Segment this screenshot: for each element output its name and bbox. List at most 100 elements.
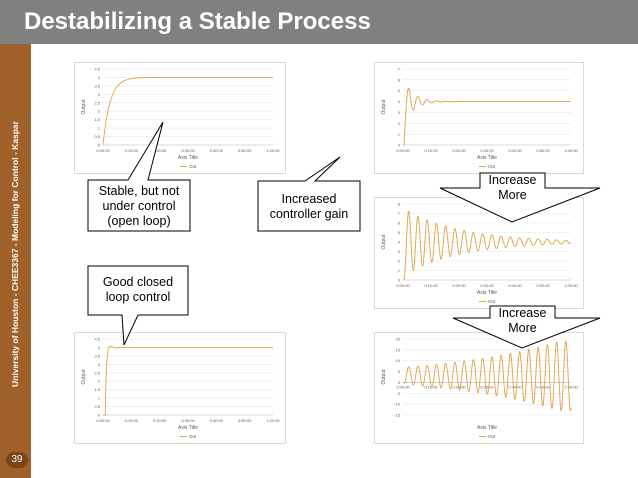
y-tick-label: 2.5 bbox=[94, 100, 100, 105]
callout-stable-line: (open loop) bbox=[107, 214, 171, 228]
chart-closed-loop-svg: 0 0.5 1 1.5 2 2.5 3 3.5 4 4.5 0:00:00 0:10:00 0:20:0… bbox=[81, 337, 280, 440]
callout-gain-line: Increased bbox=[281, 192, 337, 206]
callout-more1-arrow bbox=[439, 172, 601, 223]
y-tick-label: 1.5 bbox=[94, 117, 100, 122]
callout-closed-box bbox=[87, 265, 189, 346]
x-tick-label: 0:40:00 bbox=[508, 283, 522, 288]
x-tick-label: 0:00:00 bbox=[396, 148, 410, 153]
y-tick-label: 4 bbox=[98, 345, 101, 350]
y-tick-label: 0 bbox=[398, 143, 401, 148]
slide-title: Destabilizing a Stable Process bbox=[24, 8, 371, 35]
x-tick-label: 0:40:00 bbox=[210, 148, 224, 153]
y-axis-title: Output bbox=[381, 369, 387, 385]
chart-open-loop-svg: 0 0.5 1 1.5 2 2.5 3 3.5 4 4.5 0:00:00 0:10:00 0:20:0… bbox=[81, 67, 280, 170]
x-tick-label: 0:20:00 bbox=[452, 384, 466, 389]
x-tick-label: 0:30:00 bbox=[480, 384, 494, 389]
x-tick-label: 0:40:00 bbox=[508, 384, 522, 389]
chart-increased-gain: 0 1 2 3 4 5 6 7 0:00:00 0:10:00 0:20:00 0:30:00 0:40… bbox=[374, 62, 584, 174]
callout-more1-line: More bbox=[498, 188, 527, 202]
y-tick-label: 2.5 bbox=[94, 370, 100, 375]
x-axis-title: Axis Title bbox=[178, 155, 198, 161]
callout-stable-text: Stable, but not under control (open loop… bbox=[88, 184, 190, 229]
x-axis-title: Axis Title bbox=[178, 425, 198, 431]
x-tick-label: 0:20:00 bbox=[153, 148, 167, 153]
y-tick-label: 6 bbox=[398, 221, 401, 226]
callout-gain-line: controller gain bbox=[269, 207, 349, 221]
x-tick-label: 1:00:00 bbox=[266, 148, 280, 153]
x-tick-label: 0:40:00 bbox=[210, 418, 224, 423]
y-tick-label: 0.5 bbox=[94, 404, 100, 409]
x-tick-label: 1:00:00 bbox=[266, 418, 280, 423]
page-number: 39 bbox=[6, 452, 28, 468]
y-axis-title: Output bbox=[381, 234, 387, 250]
x-axis-title: Axis Title bbox=[477, 425, 497, 431]
x-tick-label: 0:50:00 bbox=[238, 148, 252, 153]
x-tick-label: 0:00:00 bbox=[396, 384, 410, 389]
chart-open-loop: 0 0.5 1 1.5 2 2.5 3 3.5 4 4.5 0:00:00 0:10:00 0:20:0… bbox=[74, 62, 286, 174]
y-tick-label: 0 bbox=[98, 143, 101, 148]
y-tick-label: 1.5 bbox=[94, 387, 100, 392]
y-axis-title: Output bbox=[81, 369, 87, 385]
y-tick-label: 1 bbox=[98, 396, 101, 401]
y-tick-label: 4 bbox=[98, 75, 101, 80]
series-line bbox=[403, 210, 572, 281]
series-line bbox=[403, 340, 572, 412]
x-axis-title: Axis Title bbox=[477, 290, 497, 296]
x-tick-label: 0:30:00 bbox=[181, 418, 195, 423]
callout-stable-line: Stable, but not bbox=[98, 184, 180, 198]
x-tick-label: 0:50:00 bbox=[536, 148, 550, 153]
x-tick-label: 0:20:00 bbox=[452, 283, 466, 288]
legend-label: Out bbox=[488, 434, 496, 439]
callout-gain-text: Increased controller gain bbox=[258, 192, 360, 222]
y-tick-label: 8 bbox=[398, 202, 401, 207]
y-tick-label: 3 bbox=[98, 362, 101, 367]
callout-gain-box bbox=[257, 156, 361, 232]
series-line bbox=[102, 76, 273, 146]
callout-more2-line: More bbox=[508, 321, 537, 335]
x-tick-label: 0:20:00 bbox=[153, 418, 167, 423]
y-tick-label: 1 bbox=[98, 126, 101, 131]
x-tick-label: 0:10:00 bbox=[424, 283, 438, 288]
y-tick-label: 0.5 bbox=[94, 134, 100, 139]
x-tick-label: 0:10:00 bbox=[424, 148, 438, 153]
y-tick-label: 3 bbox=[98, 92, 101, 97]
title-bar bbox=[0, 0, 638, 44]
x-tick-label: 1:00:00 bbox=[564, 384, 578, 389]
y-tick-label: 0 bbox=[98, 413, 101, 418]
callout-closed-line: Good closed bbox=[102, 275, 174, 289]
y-axis-title: Output bbox=[381, 99, 387, 115]
chart-increase-more-svg: 0 1 2 3 4 5 6 7 8 0:00:00 0:10:00 0:20:00 0:30:00 0:4… bbox=[381, 202, 578, 305]
y-tick-label: 10 bbox=[396, 358, 401, 363]
callout-more2-line: Increase bbox=[498, 306, 547, 320]
callout-closed-line: loop control bbox=[105, 290, 171, 304]
x-tick-label: 0:00:00 bbox=[96, 148, 110, 153]
x-tick-label: 0:10:00 bbox=[125, 418, 139, 423]
callout-stable-box bbox=[87, 121, 191, 232]
x-tick-label: 0:00:00 bbox=[396, 283, 410, 288]
y-tick-label: -10 bbox=[394, 402, 401, 407]
y-tick-label: 7 bbox=[398, 67, 401, 72]
y-tick-label: 3.5 bbox=[94, 83, 100, 88]
sidebar: University of Houston - CHEE3367 - Model… bbox=[0, 44, 31, 478]
series-line bbox=[403, 87, 571, 146]
x-tick-label: 0:50:00 bbox=[238, 418, 252, 423]
y-tick-label: -5 bbox=[396, 391, 400, 396]
y-tick-label: 4 bbox=[398, 99, 401, 104]
legend-label: Out bbox=[488, 299, 496, 304]
x-tick-label: 0:40:00 bbox=[508, 148, 522, 153]
y-tick-label: 15 bbox=[396, 347, 401, 352]
chart-increase-more: 0 1 2 3 4 5 6 7 8 0:00:00 0:10:00 0:20:00 0:30:00 0:4… bbox=[374, 197, 584, 309]
y-tick-label: 7 bbox=[398, 211, 401, 216]
y-tick-label: 0 bbox=[398, 380, 401, 385]
callout-stable-line: under control bbox=[102, 199, 176, 213]
callout-closed-text: Good closed loop control bbox=[88, 275, 188, 305]
y-tick-label: 4 bbox=[398, 240, 401, 245]
y-tick-label: -15 bbox=[394, 413, 401, 418]
y-tick-label: 4.5 bbox=[94, 337, 100, 342]
x-tick-label: 0:50:00 bbox=[536, 283, 550, 288]
y-axis-title: Output bbox=[81, 99, 87, 115]
x-tick-label: 0:10:00 bbox=[125, 148, 139, 153]
x-tick-label: 1:00:00 bbox=[564, 283, 578, 288]
y-tick-label: 2 bbox=[98, 379, 101, 384]
chart-closed-loop: 0 0.5 1 1.5 2 2.5 3 3.5 4 4.5 0:00:00 0:10:00 0:20:0… bbox=[74, 332, 286, 444]
